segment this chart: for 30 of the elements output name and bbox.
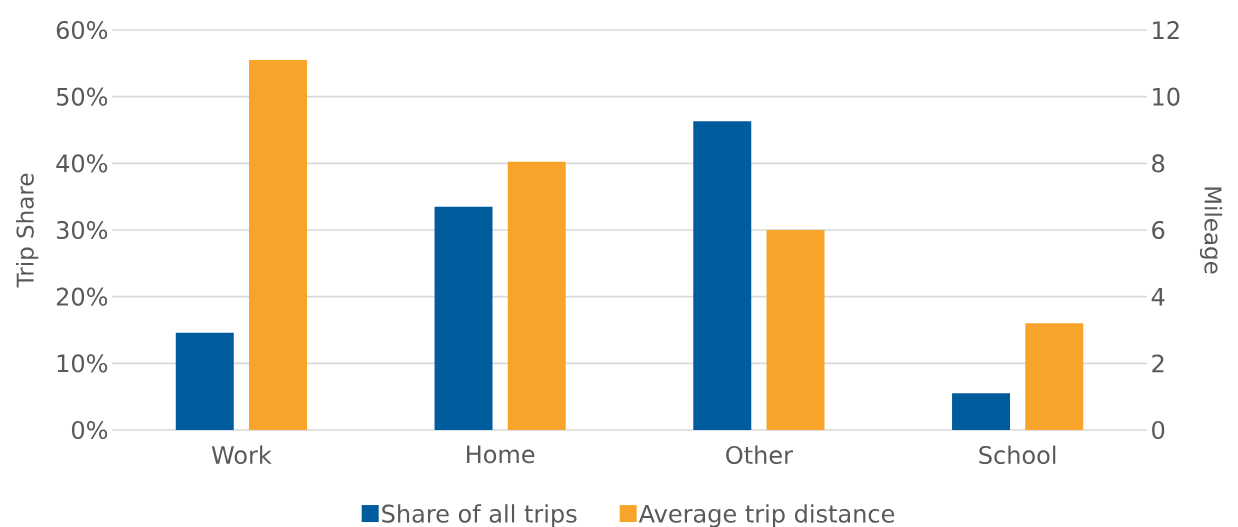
legend-label: Average trip distance [638,504,895,527]
bar [507,161,566,430]
y2-tick-label: 4 [1151,287,1165,306]
bar [693,121,752,430]
y-tick-label: 20% [56,287,108,306]
y2-tick-label: 0 [1152,420,1165,440]
y2-tick-label: 2 [1152,354,1164,373]
bar [249,60,307,430]
y2-tick-label: 6 [1152,220,1165,240]
bar [766,230,825,430]
x-tick-label: School [979,445,1056,465]
bar [952,393,1010,430]
y2-axis-title: Mileage [1199,187,1223,274]
y-tick-label: 60% [56,20,108,40]
y-tick-label: 30% [56,220,108,240]
y2-tick-label: 10 [1153,87,1180,106]
x-tick-label: Home [467,445,535,464]
y-tick-label: 0% [71,420,108,440]
y-axis-title: Trip Share [16,173,39,288]
x-tick-label: Other [726,445,793,465]
y-tick-label: 50% [57,87,108,106]
bar [1025,323,1084,430]
y-tick-label: 40% [56,154,108,173]
y2-tick-label: 12 [1153,21,1179,39]
bar [175,332,234,430]
x-tick-label: Work [211,445,272,465]
bar [434,206,493,430]
legend-label: Share of all trips [382,504,577,527]
y-tick-label: 10% [57,354,108,373]
y2-tick-label: 8 [1152,154,1165,173]
